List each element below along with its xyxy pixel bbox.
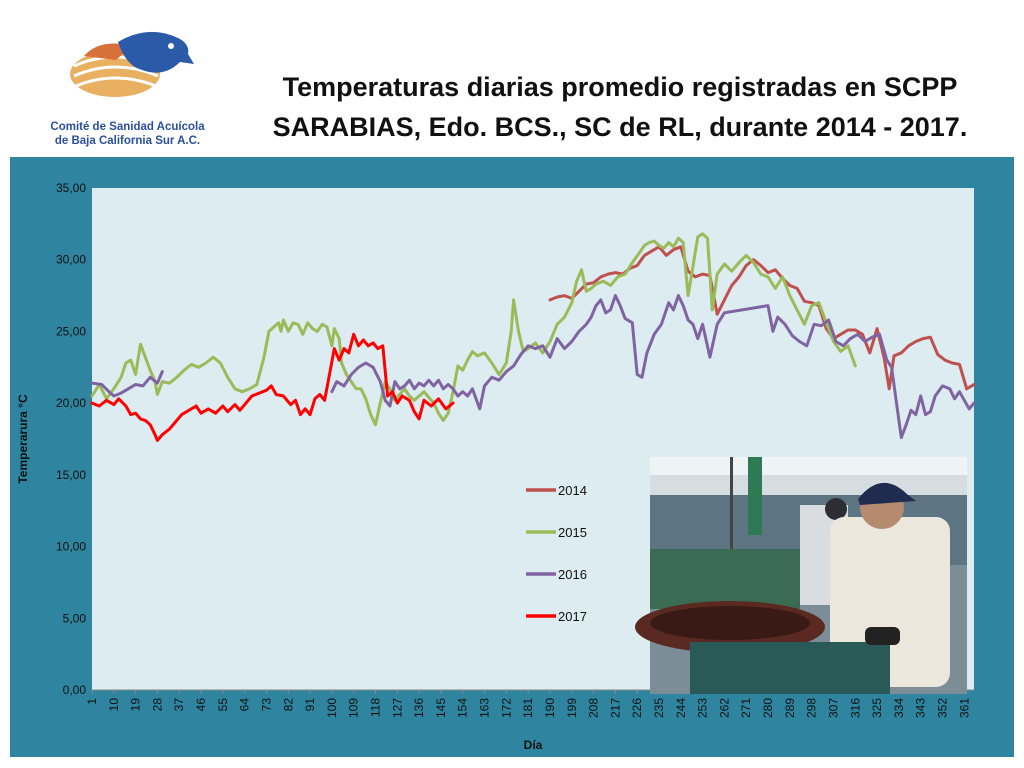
- logo-text-line1: Comité de Sanidad Acuícola: [50, 121, 205, 133]
- legend-label: 2017: [558, 609, 587, 624]
- legend-label: 2014: [558, 483, 587, 498]
- x-tick-label: 361: [957, 698, 971, 718]
- x-tick-label: 244: [674, 698, 688, 718]
- x-tick-label: 19: [129, 698, 143, 712]
- legend-label: 2016: [558, 567, 587, 582]
- x-tick-label: 217: [608, 698, 622, 718]
- chart-panel: 0,00 5,00 10,00 15,00 20,00 25,00 30,00 35,00 1…: [10, 157, 1014, 757]
- y-axis-title: Temperarura °C: [16, 394, 30, 484]
- x-tick-label: 307: [826, 698, 840, 718]
- y-tick-label: 0,00: [63, 683, 87, 697]
- x-tick-label: 190: [543, 698, 557, 718]
- x-tick-label: 262: [717, 698, 731, 718]
- legend-label: 2015: [558, 525, 587, 540]
- x-tick-label: 10: [107, 698, 121, 712]
- x-axis-title: Día: [524, 738, 543, 752]
- y-tick-label: 5,00: [63, 611, 87, 625]
- x-tick-label: 352: [936, 698, 950, 718]
- temperature-chart: 0,00 5,00 10,00 15,00 20,00 25,00 30,00 35,00 1…: [16, 181, 976, 752]
- x-tick-label: 64: [238, 698, 252, 712]
- logo: Comité de Sanidad Acuícola de Baja Calif…: [40, 26, 215, 151]
- x-tick-label: 91: [303, 698, 317, 712]
- x-tick-label: 127: [390, 698, 404, 718]
- x-tick-label: 208: [587, 698, 601, 718]
- x-tick-label: 145: [434, 698, 448, 718]
- y-tick-label: 15,00: [56, 468, 86, 482]
- x-tick-label: 343: [914, 698, 928, 718]
- x-tick-label: 334: [892, 698, 906, 718]
- series-line-2017: [90, 332, 455, 442]
- x-axis-ticks: 1 10 19 28 37 46 55 64 73 82 91 100 109 118 127 136 145 1…: [85, 690, 971, 718]
- y-tick-label: 35,00: [56, 181, 86, 195]
- x-tick-label: 1: [85, 698, 99, 705]
- x-tick-label: 298: [805, 698, 819, 718]
- series-line-2016: [90, 294, 976, 440]
- x-tick-label: 271: [739, 698, 753, 718]
- x-tick-label: 235: [652, 698, 666, 718]
- x-tick-label: 82: [281, 698, 295, 712]
- x-tick-label: 325: [870, 698, 884, 718]
- x-tick-label: 136: [412, 698, 426, 718]
- series-layer: [90, 232, 976, 442]
- x-tick-label: 163: [478, 698, 492, 718]
- y-tick-label: 10,00: [56, 540, 86, 554]
- y-tick-label: 25,00: [56, 324, 86, 338]
- series-line-2015: [90, 232, 857, 427]
- y-axis-ticks: 0,00 5,00 10,00 15,00 20,00 25,00 30,00 35,00: [56, 181, 86, 697]
- x-tick-label: 37: [172, 698, 186, 712]
- x-tick-label: 118: [369, 698, 383, 717]
- x-tick-label: 280: [761, 698, 775, 718]
- series-line-2014: [548, 245, 976, 391]
- y-tick-label: 20,00: [56, 396, 86, 410]
- page-title-line1: Temperaturas diarias promedio registrada…: [282, 72, 958, 102]
- x-tick-label: 199: [565, 698, 579, 718]
- fishermen-photo: [635, 457, 967, 694]
- x-tick-label: 55: [216, 698, 230, 712]
- x-tick-label: 226: [630, 698, 644, 718]
- x-tick-label: 73: [259, 698, 273, 712]
- page-title-line2: SARABIAS, Edo. BCS., SC de RL, durante 2…: [272, 112, 968, 142]
- x-tick-label: 289: [783, 698, 797, 718]
- x-tick-label: 28: [150, 698, 164, 712]
- x-tick-label: 154: [456, 698, 470, 718]
- legend: 2014 2015 2016 2017: [526, 483, 587, 624]
- x-tick-label: 46: [194, 698, 208, 712]
- logo-fish-icon: [70, 31, 194, 97]
- x-tick-label: 109: [347, 698, 361, 718]
- x-tick-label: 253: [696, 698, 710, 718]
- x-tick-label: 172: [499, 698, 513, 718]
- x-tick-label: 316: [848, 698, 862, 718]
- y-tick-label: 30,00: [56, 253, 86, 267]
- x-tick-label: 181: [521, 698, 535, 718]
- x-tick-label: 100: [325, 698, 339, 718]
- logo-text-line2: de Baja California Sur A.C.: [54, 135, 201, 147]
